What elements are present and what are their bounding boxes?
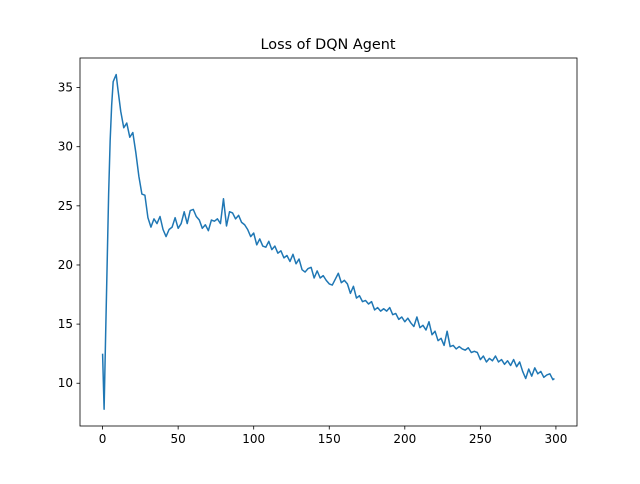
x-tick-label: 0	[99, 432, 107, 446]
y-tick-label: 10	[58, 376, 73, 390]
y-tick-label: 15	[58, 317, 73, 331]
plot-frame	[79, 57, 578, 427]
x-tick-label: 300	[544, 432, 567, 446]
y-tick-label: 30	[58, 140, 73, 154]
x-tick-label: 150	[318, 432, 341, 446]
chart-title: Loss of DQN Agent	[261, 37, 396, 53]
y-tick-label: 25	[58, 199, 73, 213]
x-tick-label: 200	[393, 432, 416, 446]
data-line	[101, 73, 555, 411]
x-tick-label: 50	[171, 432, 186, 446]
y-tick-label: 35	[58, 81, 73, 95]
y-tick-label: 20	[58, 258, 73, 272]
x-tick-label: 250	[469, 432, 492, 446]
x-tick-label: 100	[242, 432, 265, 446]
